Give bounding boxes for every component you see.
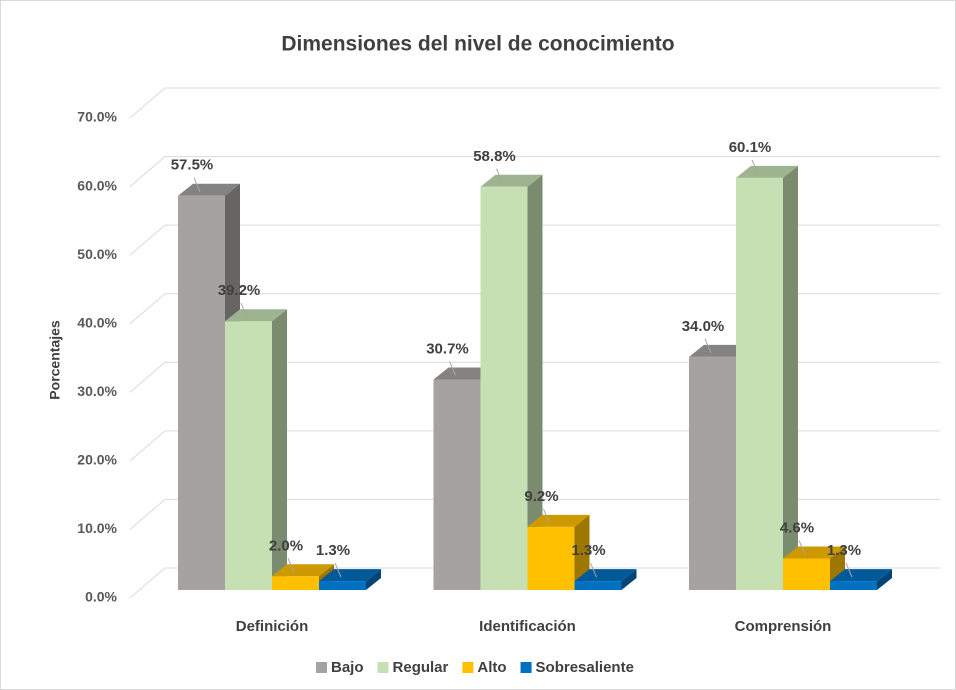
x-tick-label: Identificación	[479, 618, 576, 635]
y-tick-label: 10.0%	[77, 520, 117, 536]
bar-face	[574, 581, 622, 590]
legend-swatch	[520, 662, 532, 673]
bar-face	[225, 309, 287, 322]
bar-face	[736, 177, 783, 590]
bar-face	[433, 379, 481, 590]
bar-face	[272, 564, 334, 577]
bar-face	[830, 569, 892, 582]
bar-face	[527, 526, 575, 590]
bar-face	[574, 569, 637, 582]
legend-swatch	[462, 662, 474, 673]
bar	[319, 569, 381, 590]
y-tick-label: 50.0%	[77, 246, 117, 262]
x-tick-label: Comprensión	[735, 618, 832, 635]
leader-line	[496, 168, 503, 183]
legend-label: Sobresaliente	[536, 659, 634, 676]
bar-face	[366, 569, 381, 590]
leader-line	[590, 562, 597, 578]
leader-line	[193, 177, 201, 192]
leader-line	[334, 562, 342, 578]
value-label: 1.3%	[827, 542, 861, 559]
value-label: 57.5%	[171, 157, 214, 174]
bar-face	[689, 344, 751, 357]
bar-face	[178, 195, 225, 590]
bar	[736, 165, 798, 590]
bar	[527, 514, 590, 590]
x-tick-label: Definición	[236, 618, 309, 635]
bar-face	[736, 165, 798, 178]
value-label: 2.0%	[269, 537, 303, 554]
y-tick-label: 30.0%	[77, 383, 117, 399]
y-tick-label: 20.0%	[77, 452, 117, 468]
grid-line	[129, 87, 940, 119]
value-label: 34.0%	[682, 318, 725, 335]
value-label: 58.8%	[473, 148, 516, 165]
bar	[574, 569, 637, 590]
y-tick-label: 60.0%	[77, 177, 117, 193]
value-label: 4.6%	[780, 519, 814, 536]
bar-face	[783, 165, 798, 590]
grid-line	[129, 156, 940, 187]
legend-label: Regular	[393, 659, 449, 676]
y-tick-label: 0.0%	[85, 589, 117, 605]
value-label: 9.2%	[524, 488, 558, 505]
bar	[225, 309, 287, 590]
legend-label: Alto	[477, 659, 506, 676]
bar	[830, 569, 892, 590]
bar-face	[319, 569, 381, 582]
legend-swatch	[377, 662, 389, 673]
leader-line	[751, 159, 759, 175]
leader-line	[287, 558, 295, 573]
grid-line	[129, 498, 940, 530]
legend-swatch	[316, 662, 327, 673]
bar-face	[480, 186, 528, 591]
value-label: 1.3%	[571, 542, 605, 559]
leader-line	[798, 540, 806, 555]
grid-line	[129, 430, 940, 462]
bar-face	[480, 174, 543, 187]
leader-line	[704, 338, 712, 354]
grid-line	[129, 224, 940, 256]
bar-face	[877, 569, 892, 590]
leader-line	[449, 361, 456, 376]
y-tick-label: 40.0%	[77, 314, 117, 330]
y-tick-label: 70.0%	[77, 109, 117, 125]
value-label: 1.3%	[316, 542, 350, 559]
bar-face	[689, 356, 736, 590]
bar-face	[225, 321, 272, 590]
value-label: 30.7%	[426, 340, 469, 357]
bar-face	[783, 546, 845, 559]
y-axis-label: Porcentajes	[47, 320, 63, 400]
bar-face	[319, 581, 366, 590]
grid-line	[129, 567, 940, 599]
leader-line	[845, 562, 853, 578]
bar-face	[178, 183, 240, 196]
bar-face	[527, 174, 543, 591]
bar-face	[621, 569, 637, 590]
leader-line	[543, 508, 550, 524]
bar-face	[272, 576, 319, 590]
bar	[480, 174, 543, 591]
bar-face	[783, 558, 830, 590]
leader-line	[240, 303, 248, 318]
value-label: 39.2%	[218, 282, 261, 299]
value-label: 60.1%	[729, 139, 772, 156]
grid-line	[129, 361, 940, 393]
chart-title: Dimensiones del nivel de conocimiento	[281, 33, 674, 56]
bar-face	[272, 309, 287, 590]
grid-line	[129, 293, 940, 325]
legend-label: Bajo	[331, 659, 364, 676]
bar-face	[830, 581, 877, 590]
bar-face	[574, 514, 590, 590]
bar-face	[433, 367, 496, 380]
bar-face	[527, 514, 590, 527]
